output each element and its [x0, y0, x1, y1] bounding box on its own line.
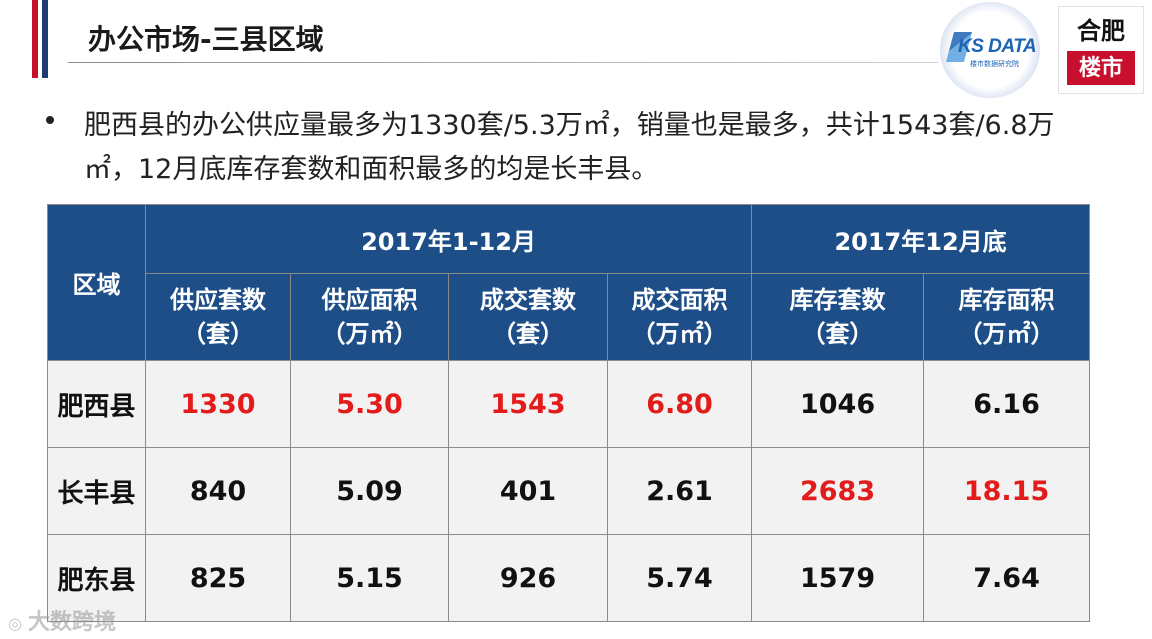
col-header-supply-units: 供应套数 （套）	[145, 273, 291, 361]
col-header-sold-units: 成交套数 （套）	[448, 273, 608, 361]
accent-stripe-blue	[42, 0, 48, 78]
table-cell: 840	[145, 447, 291, 535]
table-cell: 1046	[751, 360, 925, 448]
table-cell: 5.15	[290, 534, 449, 622]
office-market-table: 区域 2017年1-12月 2017年12月底 供应套数 （套） 供应面积 （万㎡）…	[47, 204, 1091, 622]
region-header: 区域	[47, 204, 146, 361]
period-header-annual: 2017年1-12月	[144, 204, 753, 274]
period-header-year-end: 2017年12月底	[751, 204, 1091, 274]
table-row: 肥西县 1330 5.30 1543 6.80 1046 6.16	[47, 360, 1091, 448]
table-cell: 18.15	[923, 447, 1091, 535]
table-cell: 401	[448, 447, 608, 535]
table-cell: 1579	[751, 534, 925, 622]
accent-stripe-red	[32, 0, 38, 78]
table-cell: 5.74	[606, 534, 753, 622]
col-header-sold-area: 成交面积 （万㎡）	[606, 273, 753, 361]
table-row: 肥东县 825 5.15 926 5.74 1579 7.64	[47, 534, 1091, 622]
page-title: 办公市场-三县区域	[88, 23, 324, 56]
watermark: ◎ 大数跨境	[8, 604, 116, 636]
bullet-icon	[46, 116, 54, 124]
summary-text: 肥西县的办公供应量最多为1330套/5.3万㎡，销量也是最多，共计1543套/6…	[84, 110, 1055, 185]
heifei-logo-bottom: 楼市	[1067, 51, 1135, 85]
table-cell: 6.16	[923, 360, 1091, 448]
watermark-logo-icon: ◎	[8, 614, 22, 633]
table-cell: 2683	[751, 447, 925, 535]
table-cell: 1330	[145, 360, 291, 448]
watermark-text: 大数跨境	[27, 610, 116, 635]
kdata-logo-subtitle: 楼市数据研究院	[970, 60, 1019, 68]
kdata-logo-text: KS DATA	[958, 36, 1037, 57]
title-divider	[68, 62, 938, 63]
region-cell: 肥东县	[47, 534, 146, 622]
region-cell: 肥西县	[47, 360, 146, 448]
col-header-supply-area: 供应面积 （万㎡）	[290, 273, 449, 361]
col-header-stock-area: 库存面积 （万㎡）	[923, 273, 1091, 361]
table-cell: 5.30	[290, 360, 449, 448]
table-cell: 825	[145, 534, 291, 622]
region-cell: 长丰县	[47, 447, 146, 535]
table-row: 长丰县 840 5.09 401 2.61 2683 18.15	[47, 447, 1091, 535]
table-cell: 926	[448, 534, 608, 622]
kdata-logo: KS DATA 楼市数据研究院	[940, 2, 1040, 98]
heifei-logo-top: 合肥	[1077, 16, 1125, 45]
table-cell: 2.61	[606, 447, 753, 535]
table-cell: 5.09	[290, 447, 449, 535]
table-cell: 6.80	[606, 360, 753, 448]
table-cell: 1543	[448, 360, 608, 448]
col-header-stock-units: 库存套数 （套）	[751, 273, 925, 361]
table-cell: 7.64	[923, 534, 1091, 622]
heifei-loushi-logo: 合肥 楼市	[1058, 6, 1144, 94]
